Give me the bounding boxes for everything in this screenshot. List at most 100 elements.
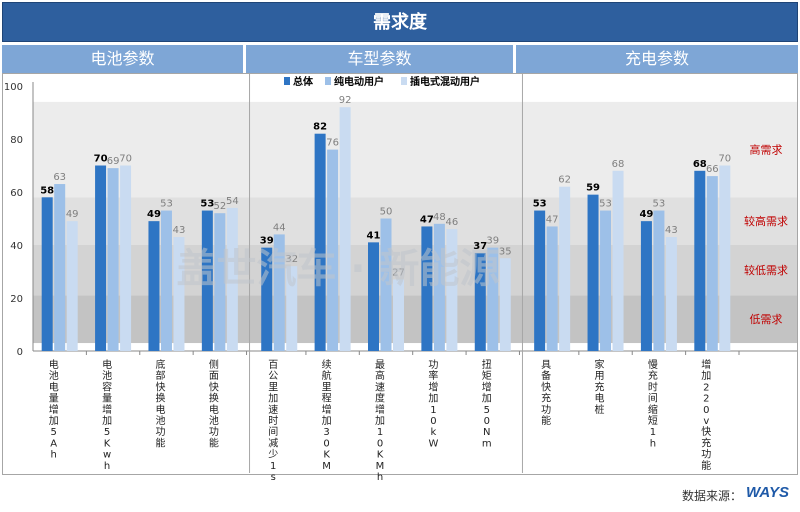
x-tick-label-char: 池 xyxy=(49,369,59,382)
group-header-battery: 电池参数 xyxy=(2,45,243,73)
legend-swatch xyxy=(284,77,290,85)
x-tick-label-char: 充 xyxy=(648,369,658,382)
data-label: 48 xyxy=(433,212,446,223)
data-label: 43 xyxy=(665,225,678,236)
data-label: 37 xyxy=(473,241,487,252)
x-tick-label-char: 充 xyxy=(701,436,711,449)
x-tick-label-char: 时 xyxy=(648,381,658,393)
bar xyxy=(95,165,107,351)
bar xyxy=(546,226,558,351)
bar xyxy=(66,221,78,351)
x-tick-label-char: 池 xyxy=(209,414,219,427)
x-tick-label-char: A xyxy=(50,438,57,449)
x-tick-label-char: 容 xyxy=(102,380,112,393)
bar xyxy=(421,226,433,351)
x-tick-label-char: 具 xyxy=(541,359,551,371)
x-tick-label-char: 增 xyxy=(482,380,492,393)
x-tick-label-char: K xyxy=(377,450,384,461)
bar xyxy=(107,168,119,351)
x-tick-label-char: 池 xyxy=(155,414,165,427)
x-tick-label-char: 矩 xyxy=(482,369,492,382)
y-tick-label: 100 xyxy=(4,82,23,93)
bar xyxy=(694,170,706,351)
x-tick-label-char: h xyxy=(377,472,383,480)
x-tick-label-char: 快 xyxy=(155,381,165,393)
data-label: 47 xyxy=(420,214,434,225)
x-tick-label-char: 短 xyxy=(648,414,658,427)
bar xyxy=(214,213,226,351)
demand-band-label: 较高需求 xyxy=(744,214,788,228)
bar xyxy=(446,229,458,351)
bar xyxy=(41,197,53,351)
x-tick-label-char: 间 xyxy=(648,392,658,405)
chart-frame xyxy=(2,73,798,475)
x-tick-label-char: 度 xyxy=(375,392,385,405)
legend-entry: 插电式混动用户 xyxy=(410,75,480,88)
x-tick-label-char: 扭 xyxy=(482,358,492,371)
data-label: 49 xyxy=(147,209,161,220)
x-tick-label-char: 减 xyxy=(268,437,278,449)
data-label: 41 xyxy=(367,230,381,241)
x-tick-label-char: 5 xyxy=(104,427,110,438)
x-tick-label-char: 时 xyxy=(268,415,278,427)
x-tick-label-char: 家 xyxy=(595,358,605,371)
bar xyxy=(612,170,624,351)
bar xyxy=(640,221,652,351)
x-tick-label-char: 功 xyxy=(541,404,551,416)
data-label: 92 xyxy=(339,95,352,106)
page-title: 需求度 xyxy=(2,2,798,42)
x-tick-label-char: 能 xyxy=(701,459,711,472)
x-tick-label-char: 3 xyxy=(323,427,329,438)
data-label: 43 xyxy=(173,225,186,236)
demand-bar-chart: 高需求较高需求较低需求低需求020406080100586349电池电量增加5A… xyxy=(4,74,797,480)
demand-band-label: 高需求 xyxy=(750,143,783,157)
group-header-charging: 充电参数 xyxy=(516,45,798,73)
x-tick-label-char: 1 xyxy=(650,427,656,438)
x-tick-label-char: 0 xyxy=(430,416,436,427)
x-tick-label-char: 0 xyxy=(323,438,329,449)
bar xyxy=(474,252,486,351)
x-tick-label-char: 底 xyxy=(155,358,165,371)
x-tick-label-char: 能 xyxy=(155,436,165,449)
source-label: 数据来源： xyxy=(681,489,742,503)
bar xyxy=(433,223,445,351)
x-tick-label-char: 侧 xyxy=(209,358,219,371)
x-tick-label-char: 充 xyxy=(541,392,551,405)
bar xyxy=(380,218,392,351)
bar xyxy=(54,184,66,351)
x-tick-label-char: 电 xyxy=(209,403,219,416)
data-label: 58 xyxy=(40,185,54,196)
x-tick-label-char: 增 xyxy=(49,403,59,416)
bar xyxy=(173,237,185,351)
x-tick-label-char: 5 xyxy=(484,405,490,416)
x-tick-label-char: 2 xyxy=(703,394,709,405)
x-tick-label-char: 高 xyxy=(375,369,385,382)
x-tick-label-char: h xyxy=(104,461,110,472)
bar xyxy=(286,266,298,351)
x-tick-label-char: 功 xyxy=(428,359,438,371)
x-tick-label-char: 加 xyxy=(268,393,278,405)
x-tick-label-char: 电 xyxy=(155,403,165,416)
bar xyxy=(587,194,599,351)
bar xyxy=(534,210,546,351)
x-tick-label-char: h xyxy=(51,450,57,461)
x-tick-label-char: 百 xyxy=(268,359,278,371)
x-tick-label-char: 快 xyxy=(701,426,711,438)
data-label: 76 xyxy=(326,138,339,149)
demand-band-label: 低需求 xyxy=(750,313,783,326)
x-tick-label-char: 速 xyxy=(268,404,278,416)
data-label: 53 xyxy=(533,199,547,210)
data-label: 44 xyxy=(273,222,286,233)
data-label: 70 xyxy=(119,154,132,165)
group-header-vehicle: 车型参数 xyxy=(246,45,513,73)
bar xyxy=(499,258,511,351)
x-tick-label-char: N xyxy=(483,427,490,438)
data-label: 47 xyxy=(546,214,559,225)
x-tick-label-char: w xyxy=(103,450,111,461)
x-tick-label-char: M xyxy=(376,461,385,472)
x-tick-label-char: 增 xyxy=(375,403,385,416)
bar xyxy=(261,247,273,351)
x-tick-label-char: 电 xyxy=(595,392,605,405)
bar xyxy=(665,237,677,351)
bar xyxy=(226,207,238,351)
